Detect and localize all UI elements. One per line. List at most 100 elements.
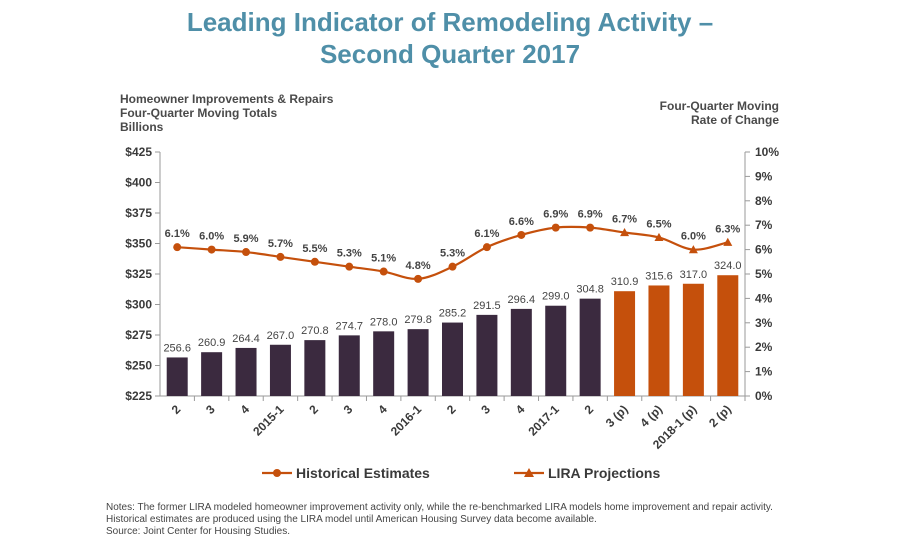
line-value-label: 6.0% [199, 231, 224, 243]
projection-triangle-marker [654, 232, 664, 241]
bar-value-label: 310.9 [611, 276, 639, 288]
bar-value-label: 260.9 [198, 337, 226, 349]
right-axis-tick-label: 3% [755, 316, 773, 330]
left-axis-tick-label: $225 [125, 389, 152, 403]
notes-line: Historical estimates are produced using … [106, 514, 597, 525]
x-axis-category-label: 2017-1 [526, 402, 563, 439]
bar-value-label: 296.4 [508, 294, 536, 306]
source-line: Source: Joint Center for Housing Studies… [106, 526, 290, 537]
chart-notes: Notes: The former LIRA modeled homeowner… [106, 502, 886, 538]
bar-value-label: 278.0 [370, 316, 398, 328]
x-axis-category-label: 3 [478, 402, 493, 417]
bar-value-label: 324.0 [714, 260, 742, 272]
x-axis-category-label: 4 [238, 402, 253, 417]
historical-circle-marker [173, 243, 182, 252]
left-axis-title: Homeowner Improvements & Repairs Four-Qu… [120, 92, 380, 134]
right-axis-tick-label: 9% [755, 169, 773, 183]
historical-circle-marker [482, 243, 491, 252]
historical-circle-marker [207, 245, 216, 254]
projection-triangle-marker [620, 228, 630, 237]
historical-circle-marker [242, 248, 251, 257]
line-value-label: 6.1% [474, 228, 499, 240]
projection-triangle-marker [688, 245, 698, 254]
bar-value-label: 285.2 [439, 308, 467, 320]
x-axis-category-label: 4 [375, 402, 390, 417]
chart-title: Leading Indicator of Remodeling Activity… [0, 6, 900, 70]
line-value-label: 5.3% [440, 248, 465, 260]
historical-bar [201, 352, 223, 396]
bar-value-label: 317.0 [680, 269, 708, 281]
bar-value-label: 291.5 [473, 300, 501, 312]
legend-triangle-icon [524, 468, 534, 477]
historical-circle-marker [551, 223, 560, 232]
historical-bar [407, 329, 429, 396]
historical-bar [304, 340, 326, 396]
right-axis-tick-label: 2% [755, 340, 773, 354]
left-axis-tick-label: $350 [125, 237, 152, 251]
left-axis-tick-label: $400 [125, 176, 152, 190]
line-value-label: 6.0% [681, 231, 706, 243]
line-value-label: 6.5% [646, 218, 671, 230]
left-axis-tick-label: $325 [125, 267, 152, 281]
right-axis-tick-label: 5% [755, 267, 773, 281]
bar-value-label: 304.8 [576, 284, 604, 296]
left-axis-title-line: Four-Quarter Moving Totals [120, 106, 278, 120]
x-axis-category-label: 3 (p) [603, 402, 631, 430]
title-line-1: Leading Indicator of Remodeling Activity… [186, 7, 714, 37]
left-axis-tick-label: $250 [125, 359, 152, 373]
line-value-label: 5.3% [337, 248, 362, 260]
bar-value-label: 264.4 [232, 333, 260, 345]
left-axis-tick-label: $425 [125, 145, 152, 159]
left-axis-title-line: Homeowner Improvements & Repairs [120, 92, 334, 106]
historical-circle-marker [310, 257, 319, 266]
historical-circle-marker [586, 223, 595, 232]
historical-bar [579, 298, 601, 396]
notes-line: Notes: The former LIRA modeled homeowner… [106, 502, 773, 513]
legend-circle-icon [273, 469, 281, 477]
projection-triangle-marker [723, 237, 733, 246]
historical-circle-marker [345, 262, 354, 271]
line-value-label: 6.7% [612, 214, 637, 226]
historical-circle-marker [448, 262, 457, 271]
right-axis-title-line: Rate of Change [690, 113, 779, 127]
bar-value-label: 274.7 [335, 320, 363, 332]
left-axis-tick-label: $275 [125, 328, 152, 342]
bar-value-label: 315.6 [645, 270, 673, 282]
right-axis-title: Four-Quarter Moving Rate of Change [579, 99, 779, 127]
x-axis-category-label: 3 [203, 402, 218, 417]
x-axis-category-label: 2 [169, 402, 184, 417]
historical-bar [235, 347, 257, 396]
historical-bar [442, 322, 463, 396]
bar-value-label: 299.0 [542, 291, 570, 303]
x-axis-category-label: 4 (p) [637, 402, 665, 430]
right-axis-tick-label: 7% [755, 218, 773, 232]
line-value-label: 6.9% [578, 209, 603, 221]
line-value-label: 4.8% [406, 260, 431, 272]
x-axis-category-label: 2 (p) [706, 402, 734, 430]
x-axis-category-label: 3 [341, 402, 356, 417]
historical-circle-marker [517, 230, 526, 239]
left-axis-title-line: Billions [120, 120, 164, 134]
line-value-label: 5.1% [371, 253, 396, 265]
x-axis-category-label: 2016-1 [388, 402, 425, 439]
x-axis-category-label: 2 [306, 402, 321, 417]
right-axis-tick-label: 8% [755, 194, 773, 208]
line-value-label: 5.7% [268, 238, 293, 250]
historical-circle-marker [414, 274, 423, 283]
projected-bar [648, 285, 670, 396]
bar-value-label: 256.6 [163, 342, 191, 354]
title-line-2: Second Quarter 2017 [319, 39, 581, 69]
projected-bar [682, 283, 704, 396]
legend-label-projections: LIRA Projections [548, 465, 660, 481]
right-axis-tick-label: 6% [755, 243, 773, 257]
historical-bar [476, 314, 498, 396]
projected-bar [614, 291, 636, 396]
line-value-label: 6.3% [715, 223, 740, 235]
bar-value-label: 270.8 [301, 325, 329, 337]
historical-bar [510, 308, 532, 396]
line-value-label: 6.6% [509, 216, 534, 228]
line-value-label: 6.9% [543, 209, 568, 221]
historical-bar [545, 305, 567, 396]
line-value-label: 5.9% [233, 233, 258, 245]
